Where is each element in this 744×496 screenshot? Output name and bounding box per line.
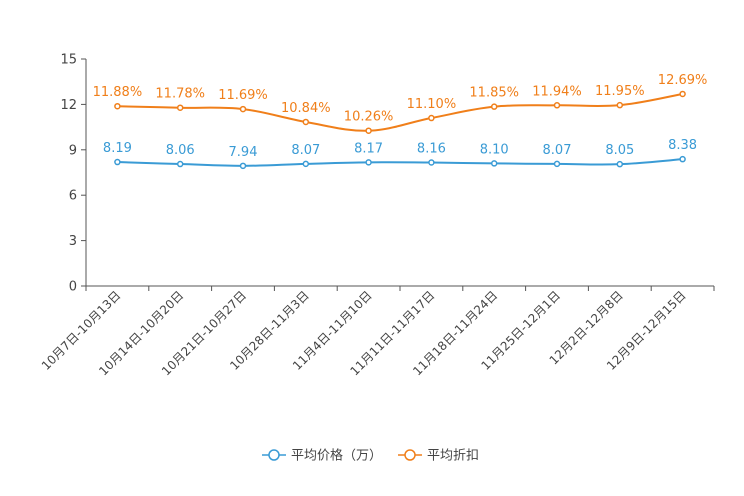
data-label: 11.10%: [407, 97, 457, 112]
data-point: [553, 102, 561, 109]
series-line: [117, 158, 683, 167]
data-label: 8.38: [668, 138, 697, 153]
data-point: [679, 90, 686, 98]
data-point: [114, 158, 121, 166]
data-point: [302, 160, 310, 168]
data-point: [679, 155, 686, 163]
data-label: 10.84%: [281, 101, 331, 116]
legend-label: 平均价格（万）: [291, 448, 382, 464]
data-point: [176, 104, 184, 111]
data-label: 10.26%: [344, 110, 394, 125]
data-label: 8.19: [103, 141, 132, 156]
series-1: 8.19 8.06 7.94 8.07 8.17 8.16 8.10 8.07 8.05 8.38: [103, 138, 697, 170]
data-point: [365, 127, 372, 134]
series-2: 11.88% 11.78% 11.69% 10.84% 10.26% 11.10% 11.8…: [93, 73, 708, 134]
data-label: 11.88%: [93, 85, 143, 100]
data-label: 8.16: [417, 142, 446, 157]
data-label: 8.10: [480, 142, 509, 157]
y-tick-label: 3: [69, 234, 77, 249]
data-point: [553, 160, 561, 168]
data-point: [302, 118, 310, 126]
data-point: [239, 105, 247, 113]
data-label: 11.95%: [595, 84, 645, 99]
data-point: [616, 101, 624, 109]
data-label: 8.07: [291, 143, 320, 158]
data-label: 11.94%: [532, 84, 582, 99]
data-label: 8.17: [354, 141, 383, 156]
data-label: 7.94: [229, 145, 258, 160]
data-point: [616, 160, 624, 168]
y-tick-label: 9: [69, 143, 77, 158]
data-label: 8.07: [543, 143, 572, 158]
data-label: 8.06: [166, 143, 195, 158]
axes-group: 0369121510月7日-10月13日10月14日-10月20日10月21日-…: [39, 53, 715, 378]
data-point: [176, 160, 184, 168]
legend-item-1: 平均价格（万）: [262, 448, 382, 464]
data-point: [428, 159, 435, 166]
data-label: 8.05: [605, 143, 634, 158]
series-line: [117, 92, 683, 132]
legend-marker: [404, 449, 416, 461]
y-tick-label: 15: [60, 53, 77, 68]
series-group: 8.19 8.06 7.94 8.07 8.17 8.16 8.10 8.07 8.05 8.38…: [93, 73, 708, 170]
data-label: 11.85%: [469, 86, 519, 101]
data-point: [114, 102, 121, 110]
data-point: [365, 159, 372, 166]
data-point: [428, 114, 435, 122]
legend-label: 平均折扣: [427, 449, 479, 464]
data-label: 11.69%: [218, 88, 268, 103]
data-point: [490, 160, 498, 167]
data-point: [239, 162, 247, 170]
legend-marker: [268, 449, 280, 461]
data-label: 11.78%: [155, 87, 205, 102]
y-tick-label: 6: [69, 189, 77, 204]
legend: 平均价格（万） 平均折扣: [262, 448, 479, 464]
data-label: 12.69%: [658, 73, 708, 88]
y-tick-label: 0: [69, 280, 77, 295]
data-point: [490, 103, 498, 110]
y-tick-label: 12: [60, 98, 77, 113]
legend-item-2: 平均折扣: [398, 449, 479, 464]
